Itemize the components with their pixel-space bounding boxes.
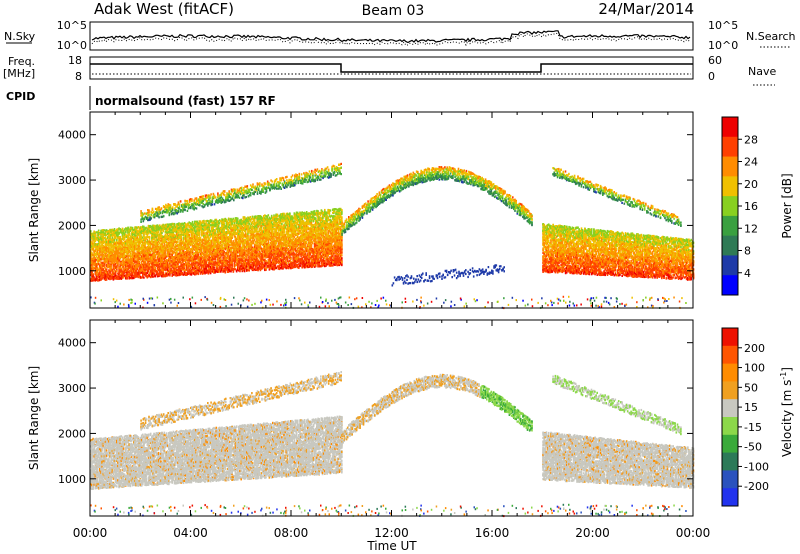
freq-tick-top: 18 bbox=[68, 54, 82, 67]
nave-tick-top: 60 bbox=[708, 54, 722, 67]
freq-trace bbox=[90, 64, 693, 72]
power-pixel bbox=[139, 261, 141, 263]
cpid-label: CPID bbox=[6, 90, 35, 103]
power-pixel bbox=[169, 274, 171, 276]
power-pixel bbox=[154, 256, 156, 258]
beam-title: Beam 03 bbox=[362, 3, 425, 19]
power-pixel bbox=[116, 244, 118, 246]
power-pixel bbox=[143, 277, 145, 279]
power-pixel bbox=[126, 277, 128, 279]
nave-tick-bottom: 0 bbox=[708, 70, 715, 83]
nsky-label: N.Sky bbox=[4, 30, 36, 43]
power-pixel bbox=[117, 263, 119, 265]
power-pixel bbox=[116, 270, 118, 272]
nsky-strip: N.Sky 10^5 10^0 10^5 10^0 N.Search bbox=[4, 19, 796, 52]
freq-tick-bottom: 8 bbox=[75, 70, 82, 83]
power-pixel bbox=[122, 228, 124, 230]
power-pixel bbox=[150, 252, 152, 254]
power-pixel bbox=[164, 244, 166, 246]
power-pixel bbox=[148, 270, 150, 272]
power-pixel bbox=[173, 243, 175, 245]
freq-unit: [MHz] bbox=[3, 67, 35, 80]
power-pixel bbox=[162, 272, 164, 274]
power-pixel bbox=[99, 243, 101, 245]
power-pixel bbox=[121, 262, 123, 264]
power-pixel bbox=[149, 237, 151, 239]
power-pixel bbox=[153, 272, 155, 274]
nsearch-tick-top: 10^5 bbox=[708, 19, 738, 32]
power-pixel bbox=[106, 268, 108, 270]
power-pixel bbox=[158, 231, 160, 233]
power-pixel bbox=[95, 234, 97, 236]
power-pixel bbox=[110, 266, 112, 268]
nsearch-label: N.Search bbox=[746, 30, 796, 43]
nsky-tick-top: 10^5 bbox=[57, 19, 87, 32]
freq-strip: Freq. [MHz] 18 8 60 0 Nave bbox=[3, 54, 776, 85]
power-pixel bbox=[165, 254, 167, 256]
date-title: 24/Mar/2014 bbox=[598, 0, 694, 18]
nsky-tick-bottom: 10^0 bbox=[57, 39, 87, 52]
nsearch-tick-bottom: 10^0 bbox=[708, 39, 738, 52]
cpid-text: normalsound (fast) 157 RF bbox=[95, 94, 276, 108]
power-pixel bbox=[124, 238, 126, 240]
nave-label: Nave bbox=[748, 65, 776, 78]
nsky-trace bbox=[92, 31, 690, 43]
station-title: Adak West (fitACF) bbox=[94, 0, 234, 18]
power-pixel bbox=[125, 231, 127, 233]
power-data bbox=[90, 163, 694, 309]
power-pixel bbox=[95, 240, 97, 242]
